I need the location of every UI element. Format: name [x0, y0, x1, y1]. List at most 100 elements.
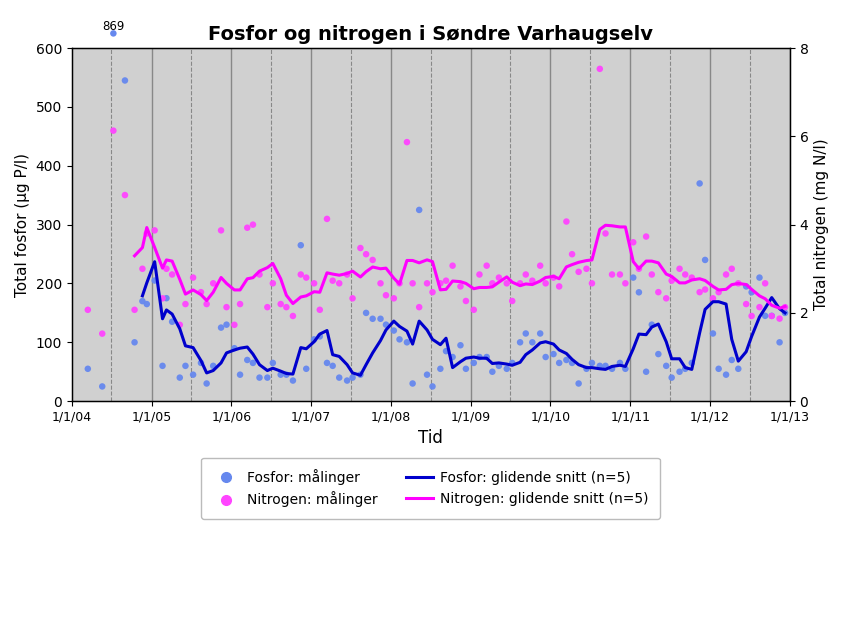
Point [706, 293, 720, 303]
Point [513, 278, 527, 288]
Point [173, 372, 187, 382]
Point [526, 337, 539, 347]
Point [313, 332, 327, 342]
Point [753, 302, 766, 312]
Point [538, 278, 552, 288]
Point [252, 372, 266, 382]
Point [698, 285, 711, 295]
Point [533, 329, 547, 339]
Point [439, 276, 452, 286]
Point [187, 273, 200, 283]
Title: Fosfor og nitrogen i Søndre Varhaugselv: Fosfor og nitrogen i Søndre Varhaugselv [208, 25, 653, 44]
Point [485, 278, 499, 288]
Point [778, 302, 792, 312]
Point [392, 334, 406, 344]
Point [565, 249, 579, 259]
Point [354, 370, 367, 380]
Point [346, 372, 360, 382]
Point [598, 228, 612, 238]
Point [547, 273, 560, 283]
Point [136, 264, 149, 274]
Point [580, 364, 593, 374]
Point [156, 361, 170, 371]
Point [665, 276, 679, 286]
Point [626, 273, 640, 283]
Point [294, 270, 307, 280]
Point [140, 228, 154, 238]
Point [560, 355, 573, 365]
X-axis label: Tid: Tid [419, 429, 443, 448]
Point [374, 278, 387, 288]
Point [346, 293, 360, 303]
Point [81, 364, 95, 374]
Point [446, 352, 459, 362]
Point [553, 358, 566, 368]
Point [553, 282, 566, 292]
Point [207, 361, 220, 371]
Point [333, 372, 346, 382]
Point [619, 364, 632, 374]
Point [679, 364, 692, 374]
Point [605, 364, 619, 374]
Point [585, 278, 598, 288]
Point [241, 355, 254, 365]
Point [261, 372, 274, 382]
Point [439, 346, 452, 356]
Point [420, 278, 434, 288]
Legend: Fosfor: målinger, Nitrogen: målinger, Fosfor: glidende snitt (n=5), Nitrogen: gl: Fosfor: målinger, Nitrogen: målinger, Fo… [202, 458, 660, 519]
Point [179, 299, 192, 309]
Point [366, 314, 380, 324]
Point [652, 349, 665, 359]
Y-axis label: Total nitrogen (mg N/l): Total nitrogen (mg N/l) [814, 139, 829, 310]
Point [320, 214, 333, 224]
Point [725, 264, 738, 274]
Point [400, 137, 414, 147]
Point [392, 278, 406, 288]
Point [434, 364, 447, 374]
Point [753, 273, 766, 283]
Point [279, 302, 293, 312]
Point [745, 287, 759, 297]
Point [106, 28, 120, 38]
Point [679, 270, 692, 280]
Point [246, 219, 260, 229]
Point [719, 270, 733, 280]
Point [219, 320, 233, 330]
Point [165, 317, 179, 327]
Point [632, 264, 646, 274]
Point [467, 305, 480, 315]
Point [593, 64, 607, 74]
Point [233, 299, 246, 309]
Point [693, 287, 706, 297]
Point [379, 320, 392, 330]
Point [200, 379, 214, 389]
Point [148, 275, 161, 285]
Point [659, 293, 673, 303]
Point [360, 249, 373, 259]
Point [148, 225, 161, 235]
Point [454, 282, 468, 292]
Point [228, 320, 241, 330]
Point [773, 314, 787, 324]
Point [266, 278, 279, 288]
Point [413, 302, 426, 312]
Point [500, 278, 513, 288]
Point [572, 379, 586, 389]
Point [673, 367, 686, 377]
Point [765, 311, 778, 321]
Point [711, 364, 725, 374]
Point [665, 372, 679, 382]
Point [778, 308, 792, 318]
Point [519, 270, 533, 280]
Point [492, 361, 506, 371]
Point [326, 361, 339, 371]
Point [685, 358, 699, 368]
Point [233, 370, 246, 380]
Point [719, 370, 733, 380]
Point [127, 337, 141, 347]
Point [360, 308, 373, 318]
Y-axis label: Total fosfor (µg P/l): Total fosfor (µg P/l) [15, 152, 30, 297]
Point [547, 349, 560, 359]
Point [340, 270, 354, 280]
Point [307, 278, 321, 288]
